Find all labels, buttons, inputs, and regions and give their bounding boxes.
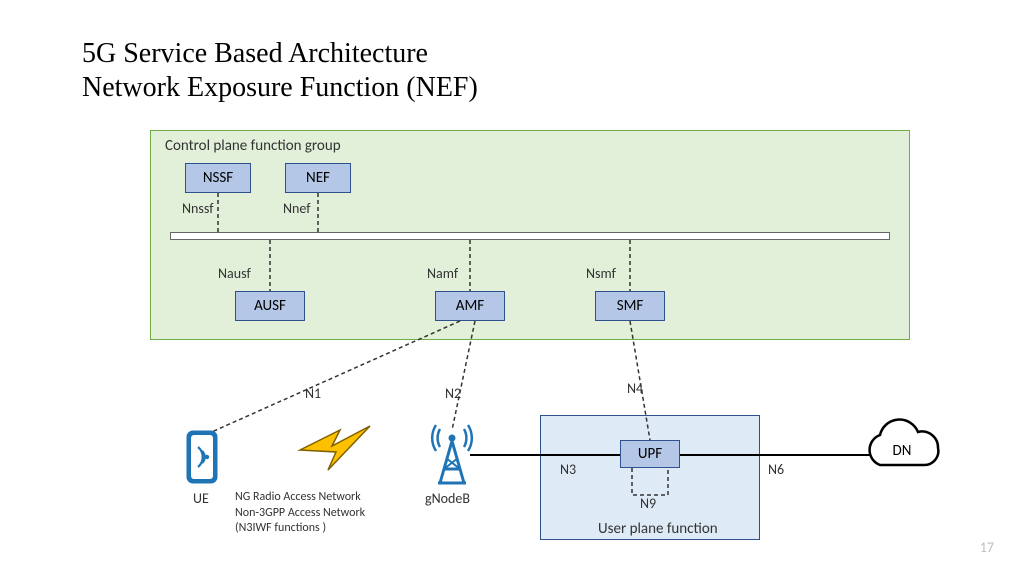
dn-label: DN — [893, 442, 912, 460]
node-ausf: AUSF — [235, 291, 305, 321]
ran-note-line2: Non-3GPP Access Network — [235, 506, 365, 522]
iface-n4: N4 — [627, 380, 643, 397]
label-ue: UE — [193, 490, 209, 507]
iface-n6: N6 — [768, 461, 784, 478]
dn-cloud-icon: DN — [870, 420, 939, 465]
gnodeb-tower-icon — [432, 425, 472, 483]
iface-nausf: Nausf — [218, 265, 251, 282]
iface-namf: Namf — [427, 265, 458, 282]
iface-nnef: Nnef — [283, 200, 311, 217]
iface-nsmf: Nsmf — [586, 265, 616, 282]
title-line-2: Network Exposure Function (NEF) — [82, 72, 478, 104]
node-smf: SMF — [595, 291, 665, 321]
label-gnodeb: gNodeB — [425, 490, 470, 507]
ue-phone-icon — [188, 432, 216, 482]
ran-note-line1: NG Radio Access Network — [235, 490, 365, 506]
title-line-1: 5G Service Based Architecture — [82, 38, 428, 70]
node-nef: NEF — [285, 163, 351, 193]
ran-note-line3: (N3IWF functions ) — [235, 521, 365, 537]
node-nssf: NSSF — [185, 163, 251, 193]
service-bus — [170, 232, 890, 240]
iface-nnssf: Nnssf — [182, 200, 214, 217]
iface-n1: N1 — [305, 385, 321, 402]
iface-n9: N9 — [640, 495, 656, 512]
ran-note: NG Radio Access Network Non-3GPP Access … — [235, 490, 365, 537]
node-amf: AMF — [435, 291, 505, 321]
user-plane-label: User plane function — [598, 520, 718, 538]
iface-n2: N2 — [445, 385, 461, 402]
control-plane-label: Control plane function group — [165, 137, 341, 155]
page-number: 17 — [980, 539, 994, 556]
iface-n3: N3 — [560, 461, 576, 478]
lightning-bolt-icon — [300, 426, 370, 470]
node-upf: UPF — [620, 440, 680, 468]
